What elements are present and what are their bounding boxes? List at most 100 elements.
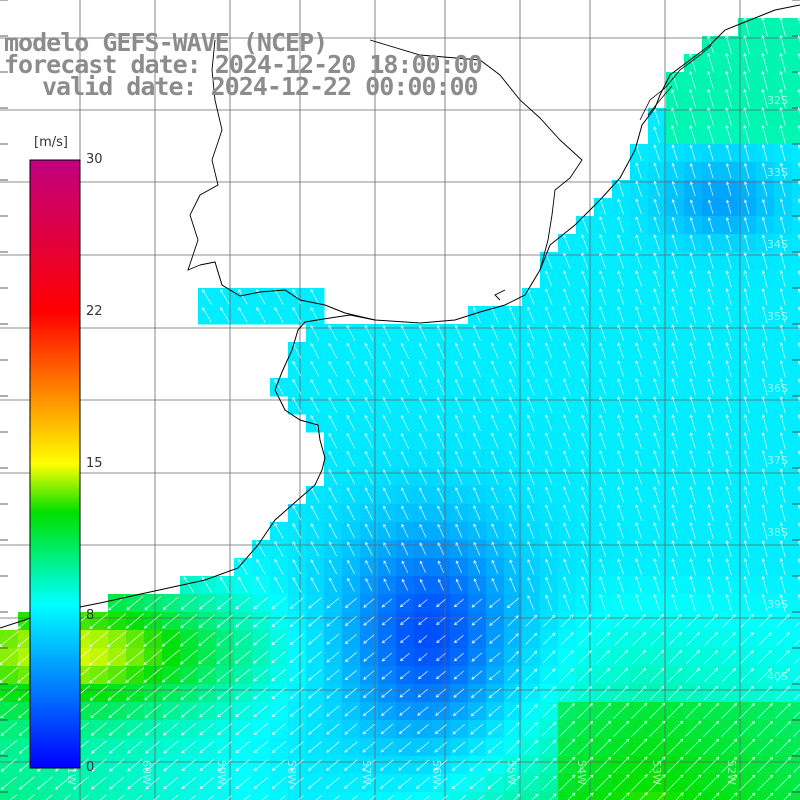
wind-arrow: [704, 685, 719, 700]
wind-arrow: [235, 723, 251, 736]
wind-arrow: [761, 162, 768, 179]
wind-arrow: [363, 598, 375, 608]
wind-arrow: [363, 634, 375, 644]
wind-cell: [198, 594, 217, 613]
wind-arrow: [725, 522, 732, 540]
wind-cell: [288, 720, 307, 739]
wind-arrow: [563, 576, 571, 594]
wind-arrow: [581, 252, 589, 270]
wind-arrow: [455, 560, 463, 574]
wind-arrow: [346, 450, 356, 467]
wind-arrow: [632, 631, 647, 646]
wind-arrow: [144, 596, 162, 611]
wind-cell: [522, 792, 541, 800]
colorbar-unit: [m/s]: [34, 135, 68, 150]
wind-cell: [306, 738, 325, 757]
wind-arrow: [613, 702, 630, 719]
wind-arrow: [599, 432, 607, 450]
wind-arrow: [506, 597, 520, 609]
wind-arrow: [487, 741, 502, 753]
wind-cell: [648, 666, 667, 685]
wind-arrow: [779, 52, 786, 73]
wind-arrow: [453, 635, 464, 644]
wind-arrow: [689, 199, 696, 215]
wind-arrow: [527, 396, 535, 414]
wind-arrow: [454, 342, 463, 359]
wind-arrow: [271, 597, 287, 610]
wind-cell: [594, 666, 613, 685]
wind-arrow: [253, 759, 269, 772]
wind-cell: [324, 594, 343, 613]
wind-arrow: [0, 776, 17, 790]
wind-arrow: [436, 450, 445, 467]
wind-arrow: [346, 523, 355, 539]
wind-cell: [288, 702, 307, 721]
wind-cell: [450, 648, 469, 667]
wind-arrow: [397, 777, 412, 789]
wind-cell: [324, 702, 343, 721]
wind-cell: [756, 630, 775, 649]
wind-arrow: [489, 634, 501, 644]
wind-arrow: [740, 632, 754, 646]
wind-arrow: [689, 71, 697, 91]
wind-arrow: [761, 414, 768, 432]
wind-cell: [558, 774, 577, 793]
wind-cell: [288, 612, 307, 631]
wind-arrow: [541, 775, 557, 791]
wind-arrow: [743, 396, 750, 414]
wind-arrow: [452, 723, 466, 735]
wind-arrow: [617, 198, 625, 216]
wind-cell: [378, 648, 397, 667]
wind-arrow: [109, 758, 125, 772]
wind-arrow: [513, 793, 521, 800]
wind-arrow: [308, 669, 322, 681]
wind-arrow: [202, 289, 212, 305]
wind-arrow: [253, 614, 269, 628]
wind-arrow: [776, 650, 790, 664]
lon-label: 59W: [215, 760, 228, 785]
wind-cell: [792, 504, 800, 523]
wind-arrow: [653, 162, 660, 179]
wind-arrow: [577, 702, 594, 719]
wind-arrow: [527, 540, 535, 557]
wind-arrow: [470, 723, 484, 735]
wind-cell: [594, 684, 613, 703]
wind-arrow: [743, 144, 750, 161]
coastline-path: [0, 4, 800, 629]
wind-arrow: [545, 324, 553, 342]
wind-arrow: [453, 598, 464, 608]
wind-arrow: [525, 614, 538, 627]
wind-arrow: [274, 306, 284, 323]
title-model: modelo GEFS-WAVE (NCEP): [4, 28, 328, 57]
wind-arrow: [198, 596, 215, 610]
wind-cell: [450, 792, 469, 800]
wind-arrow: [542, 614, 556, 628]
wind-arrow: [689, 306, 696, 324]
wind-arrow: [27, 794, 35, 800]
wind-arrow: [779, 396, 786, 414]
wind-arrow: [599, 576, 607, 594]
wind-arrow: [793, 729, 800, 737]
wind-arrow: [635, 252, 643, 270]
wind-arrow: [451, 777, 467, 790]
wind-cell: [36, 774, 55, 793]
wind-arrow: [743, 360, 750, 378]
wind-arrow: [671, 234, 678, 251]
wind-arrow: [145, 740, 161, 754]
wind-arrow: [743, 270, 750, 288]
coastline: [0, 4, 800, 629]
wind-cell: [360, 630, 379, 649]
wind-arrow: [89, 685, 109, 701]
wind-arrow: [416, 724, 429, 735]
wind-arrow: [617, 216, 625, 234]
wind-cell: [792, 216, 800, 235]
colorbar-tick-0: 0: [86, 760, 95, 775]
wind-arrow: [725, 306, 732, 324]
wind-arrow: [143, 649, 163, 666]
wind-arrow: [369, 795, 376, 800]
wind-cell: [522, 720, 541, 739]
wind-arrow: [524, 739, 539, 754]
wind-arrow: [779, 486, 786, 504]
wind-arrow: [524, 757, 539, 772]
wind-cell: [702, 720, 721, 739]
